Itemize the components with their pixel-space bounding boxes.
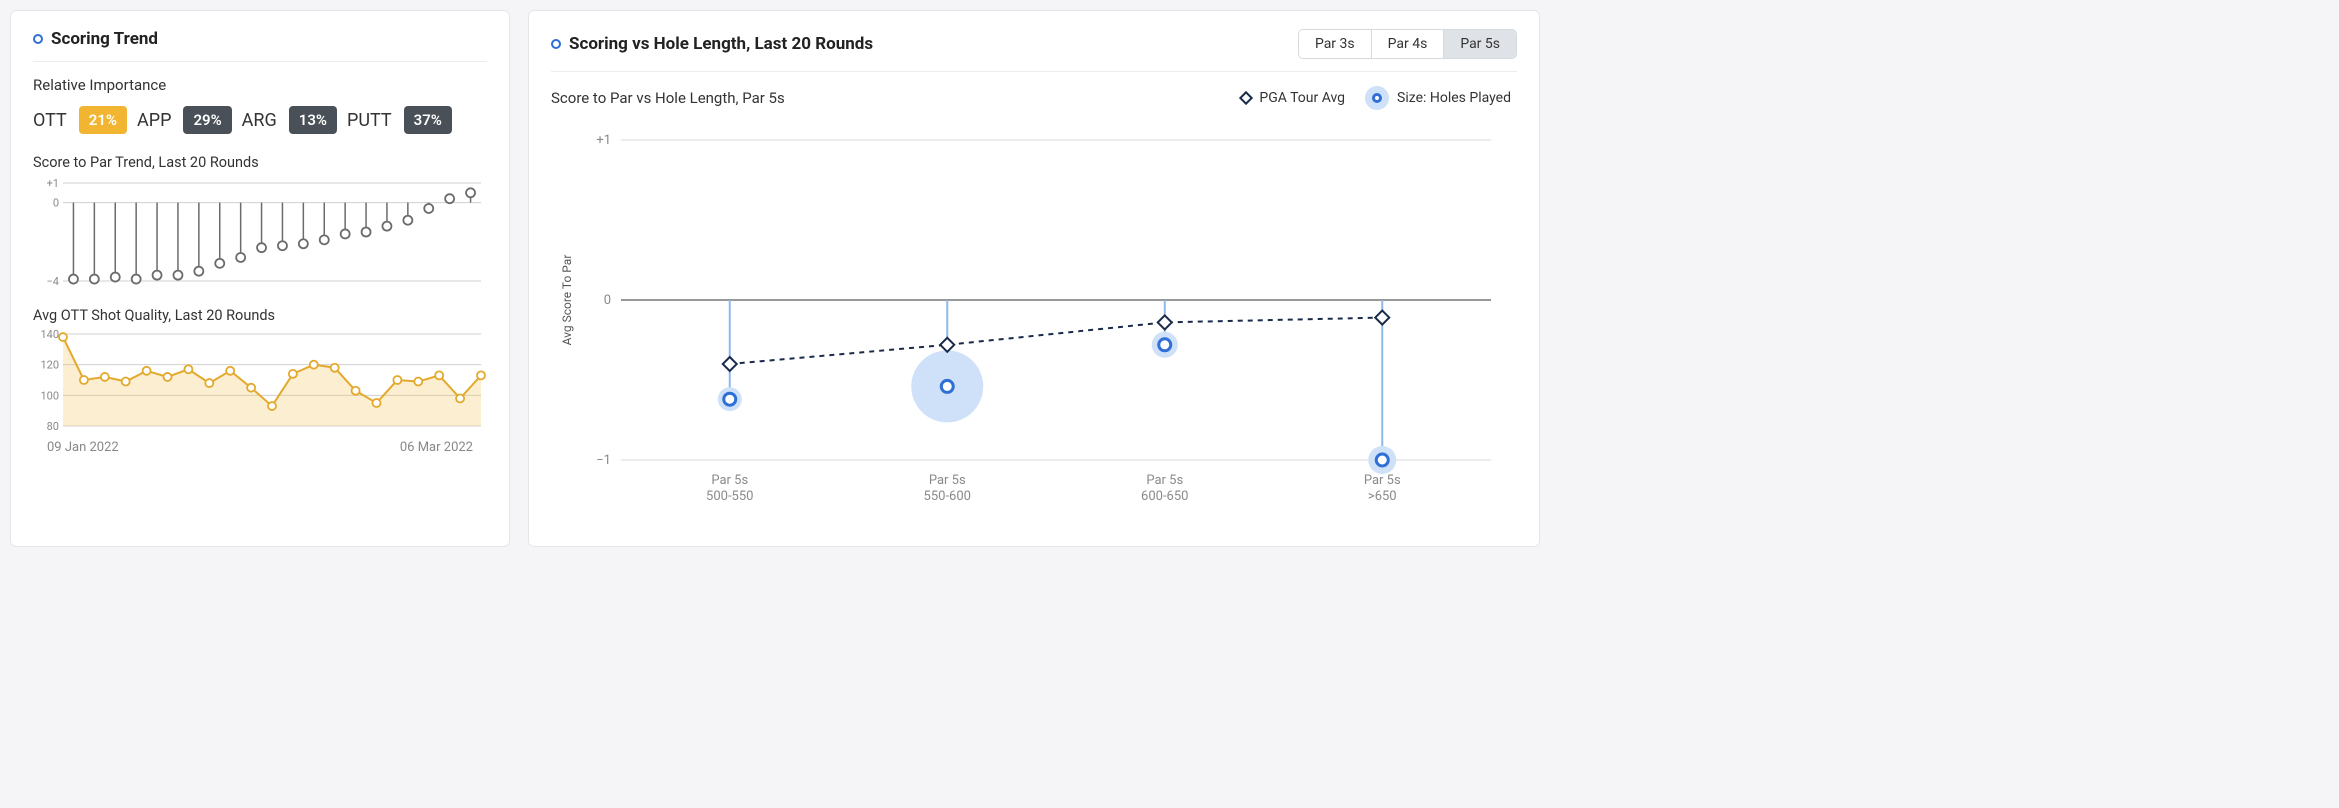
subtitle-row: Score to Par vs Hole Length, Par 5s PGA …	[551, 86, 1517, 110]
svg-text:100: 100	[40, 389, 59, 402]
svg-text:Par 5s: Par 5s	[711, 473, 748, 488]
tab-par-4s[interactable]: Par 4s	[1372, 30, 1445, 58]
par-tab-group: Par 3sPar 4sPar 5s	[1298, 29, 1517, 59]
svg-text:>650: >650	[1368, 489, 1397, 504]
svg-text:Par 5s: Par 5s	[1364, 473, 1401, 488]
date-start: 09 Jan 2022	[47, 440, 119, 455]
scoring-trend-card: Scoring Trend Relative Importance OTT 21%…	[10, 10, 510, 547]
svg-text:140: 140	[40, 330, 59, 341]
importance-label: OTT	[33, 110, 67, 131]
diamond-icon	[1239, 91, 1253, 105]
importance-badge: 37%	[404, 106, 452, 134]
svg-text:0: 0	[604, 293, 611, 308]
svg-text:80: 80	[47, 420, 59, 430]
svg-text:120: 120	[40, 359, 59, 372]
importance-row: OTT 21% APP 29% ARG 13% PUTT 37%	[33, 106, 487, 134]
importance-label: APP	[137, 110, 171, 131]
importance-label: PUTT	[347, 110, 392, 131]
scoring-vs-length-card: Scoring vs Hole Length, Last 20 Rounds P…	[528, 10, 1540, 547]
score-trend-title: Score to Par Trend, Last 20 Rounds	[33, 154, 487, 171]
svg-text:600-650: 600-650	[1141, 489, 1188, 504]
card-title: Scoring Trend	[33, 29, 158, 49]
importance-badge: 21%	[79, 106, 127, 134]
importance-label: ARG	[242, 110, 277, 131]
legend-pga: PGA Tour Avg	[1241, 90, 1345, 106]
svg-text:0: 0	[53, 197, 59, 210]
date-axis: 09 Jan 2022 06 Mar 2022	[33, 440, 487, 455]
ott-title: Avg OTT Shot Quality, Last 20 Rounds	[33, 307, 487, 324]
card-header: Scoring Trend	[33, 29, 487, 62]
legend-size: Size: Holes Played	[1365, 86, 1511, 110]
score-vs-length-chart: +10−1Avg Score To ParPar 5s500-550Par 5s…	[551, 120, 1511, 520]
title-text: Scoring vs Hole Length, Last 20 Rounds	[569, 34, 873, 54]
score-trend-subchart: Score to Par Trend, Last 20 Rounds +1 0 −4	[33, 154, 487, 291]
bullet-icon	[551, 39, 561, 49]
card-title: Scoring vs Hole Length, Last 20 Rounds	[551, 34, 873, 54]
svg-text:−1: −1	[596, 453, 611, 468]
title-text: Scoring Trend	[51, 29, 158, 49]
svg-text:Avg Score To Par: Avg Score To Par	[560, 255, 574, 346]
date-end: 06 Mar 2022	[400, 440, 473, 455]
svg-text:550-600: 550-600	[924, 489, 971, 504]
importance-badge: 13%	[289, 106, 337, 134]
svg-text:−4: −4	[47, 275, 59, 287]
tab-par-5s[interactable]: Par 5s	[1444, 30, 1516, 58]
relative-importance-label: Relative Importance	[33, 76, 487, 94]
score-trend-chart: +1 0 −4	[33, 177, 489, 287]
bullet-icon	[33, 34, 43, 44]
svg-text:+1: +1	[596, 133, 611, 148]
bubble-icon	[1365, 86, 1389, 110]
svg-text:Par 5s: Par 5s	[929, 473, 966, 488]
tab-par-3s[interactable]: Par 3s	[1299, 30, 1372, 58]
legend-size-label: Size: Holes Played	[1397, 90, 1511, 106]
importance-badge: 29%	[183, 106, 231, 134]
ott-subchart: Avg OTT Shot Quality, Last 20 Rounds 140…	[33, 307, 487, 434]
svg-text:+1: +1	[47, 177, 59, 190]
svg-text:Par 5s: Par 5s	[1146, 473, 1183, 488]
legend-pga-label: PGA Tour Avg	[1259, 90, 1345, 106]
ott-quality-chart: 140 120 100 80	[33, 330, 489, 430]
legend: PGA Tour Avg Size: Holes Played	[1241, 86, 1511, 110]
subtitle: Score to Par vs Hole Length, Par 5s	[551, 89, 785, 107]
svg-text:500-550: 500-550	[706, 489, 753, 504]
card-header: Scoring vs Hole Length, Last 20 Rounds P…	[551, 29, 1517, 72]
